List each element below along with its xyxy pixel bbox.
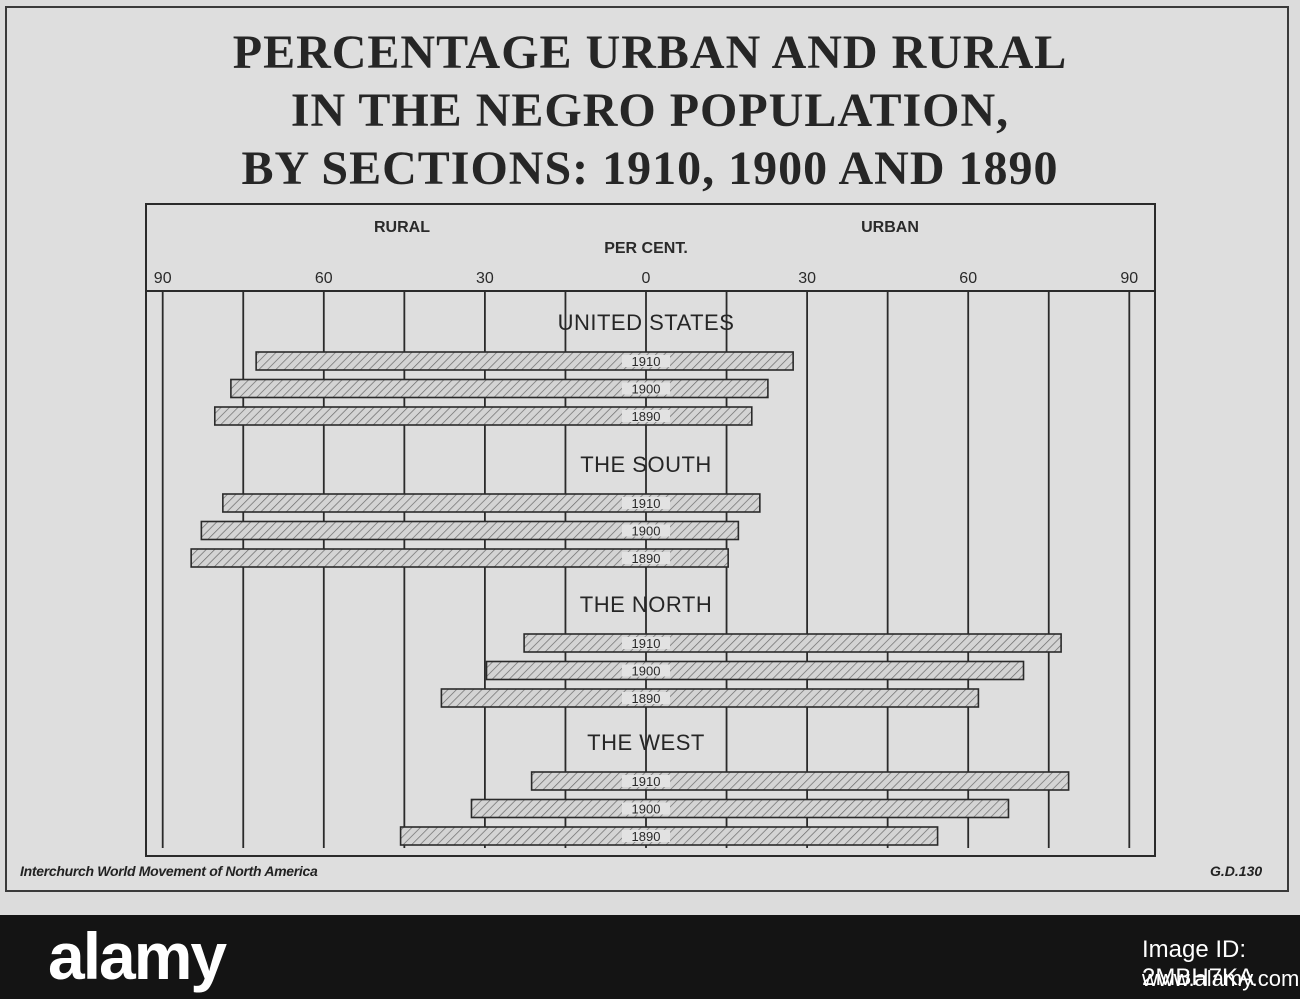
- source-credit: Interchurch World Movement of North Amer…: [20, 863, 318, 879]
- gridlines: [161, 291, 1131, 848]
- bar: [213, 406, 753, 426]
- tick-label: 90: [1120, 270, 1138, 287]
- tick-label: 90: [154, 270, 172, 287]
- year-label-bg: [622, 692, 670, 704]
- bar: [440, 688, 980, 708]
- chart-frame: [145, 203, 1156, 857]
- year-label-bg: [622, 497, 670, 509]
- group-label: THE NORTH: [580, 592, 712, 617]
- bar: [222, 493, 761, 513]
- rural-label: RURAL: [374, 219, 430, 236]
- chart-plate: [5, 6, 1289, 892]
- bars: UNITED STATES 1910 1900 1890 THE SOUTH 1910 19…: [190, 310, 1070, 846]
- chart-title: PERCENTAGE URBAN AND RURAL IN THE NEGRO …: [0, 24, 1300, 198]
- year-label-bg: [622, 355, 670, 367]
- axis-label: PER CENT.: [604, 240, 688, 257]
- watermark-image-id: Image ID: 2MBH7KA: [1142, 936, 1255, 991]
- bar: [230, 378, 769, 399]
- year-label: 1890: [632, 551, 661, 566]
- tick-label: 60: [959, 270, 977, 287]
- urban-label: URBAN: [861, 219, 919, 236]
- year-label-bg: [622, 552, 670, 564]
- year-label: 1900: [632, 664, 661, 679]
- year-label-bg: [622, 664, 670, 677]
- year-label: 1910: [632, 774, 661, 789]
- year-label-bg: [622, 830, 670, 842]
- title-line-3: BY SECTIONS: 1910, 1900 AND 1890: [241, 142, 1059, 195]
- title-line-2: IN THE NEGRO POPULATION,: [290, 84, 1010, 137]
- year-label-bg: [622, 775, 670, 787]
- tick-label: 60: [315, 270, 333, 287]
- bar: [190, 548, 729, 568]
- group-label: UNITED STATES: [558, 310, 735, 335]
- year-label: 1900: [632, 524, 661, 539]
- year-label-bg: [622, 382, 670, 395]
- plate-code: G.D.130: [1210, 863, 1263, 879]
- watermark-site: www.alamy.com: [1142, 966, 1300, 991]
- year-label: 1910: [632, 496, 661, 511]
- year-label: 1890: [632, 409, 661, 424]
- title-line-1: PERCENTAGE URBAN AND RURAL: [232, 26, 1068, 79]
- year-label: 1900: [632, 802, 661, 817]
- tick-label: 30: [476, 270, 494, 287]
- bar: [530, 771, 1070, 791]
- year-label-bg: [622, 524, 670, 537]
- year-label-bg: [622, 410, 670, 422]
- bar: [200, 520, 740, 541]
- bar: [470, 798, 1010, 819]
- bar: [255, 351, 794, 371]
- bar-chart: RURAL URBAN PER CENT. 90 60 30 0 30 60 90 UNIT…: [145, 203, 1156, 857]
- year-label: 1900: [632, 382, 661, 397]
- tick-label: 0: [642, 270, 651, 287]
- bar: [523, 633, 1062, 653]
- group-label: THE SOUTH: [580, 452, 712, 477]
- year-label: 1910: [632, 636, 661, 651]
- year-label: 1890: [632, 829, 661, 844]
- bar: [485, 660, 1025, 681]
- group-label: THE WEST: [587, 730, 705, 755]
- tick-label: 30: [798, 270, 816, 287]
- year-label-bg: [622, 802, 670, 815]
- year-label-bg: [622, 637, 670, 649]
- watermark-brand: alamy: [48, 919, 227, 993]
- tick-labels: 90 60 30 0 30 60 90: [154, 270, 1138, 287]
- year-label: 1910: [632, 354, 661, 369]
- year-label: 1890: [632, 691, 661, 706]
- page: PERCENTAGE URBAN AND RURAL IN THE NEGRO …: [0, 0, 1300, 915]
